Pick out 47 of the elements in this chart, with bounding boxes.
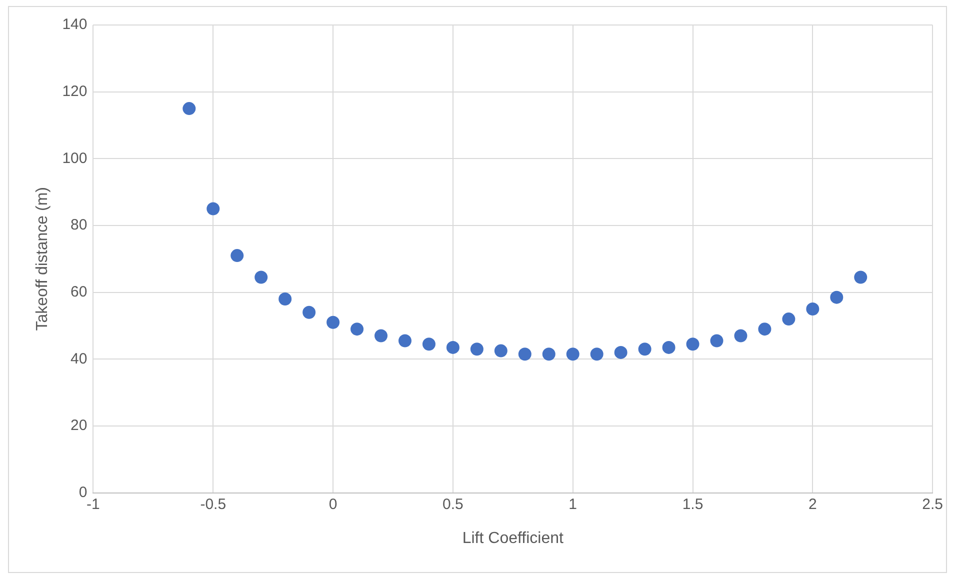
- point: [350, 322, 364, 336]
- point: [254, 270, 268, 284]
- point: [326, 316, 340, 329]
- point: [638, 342, 652, 356]
- point: [446, 340, 460, 354]
- point: [494, 344, 508, 358]
- point: [398, 334, 412, 348]
- y-tick-label: 60: [70, 283, 88, 300]
- point: [758, 322, 772, 336]
- y-tick-label: 20: [70, 417, 88, 434]
- point: [590, 348, 604, 361]
- point: [710, 334, 724, 348]
- point: [830, 290, 844, 304]
- y-tick-label: 80: [70, 216, 88, 234]
- point: [206, 202, 220, 216]
- x-tick-label: 1: [568, 496, 578, 513]
- point: [614, 346, 628, 359]
- point: [686, 338, 700, 351]
- x-tick-label: 0.5: [442, 496, 464, 513]
- point: [854, 270, 868, 284]
- point: [662, 340, 676, 354]
- point: [278, 292, 292, 306]
- point: [182, 102, 196, 116]
- point: [302, 306, 316, 319]
- point: [470, 342, 484, 356]
- x-tick-label: -0.5: [200, 496, 226, 513]
- x-tick-label: 2.5: [922, 496, 944, 513]
- y-tick-label: 100: [62, 150, 88, 167]
- y-tick-label: 140: [62, 16, 88, 34]
- x-tick-label: 1.5: [682, 496, 704, 513]
- point: [542, 348, 556, 361]
- point: [566, 348, 580, 361]
- point: [734, 329, 748, 342]
- y-tick-label: 0: [78, 484, 88, 501]
- point: [782, 312, 796, 326]
- x-tick-label: -1: [86, 496, 100, 513]
- x-tick-label: 0: [328, 496, 338, 513]
- x-tick-label: 2: [808, 496, 817, 513]
- y-tick-label: 120: [62, 82, 88, 100]
- point: [230, 249, 244, 262]
- point: [422, 338, 436, 351]
- y-axis-title: Takeoff distance (m): [34, 187, 52, 331]
- y-tick-label: 40: [70, 350, 88, 368]
- point: [518, 348, 532, 361]
- point: [374, 329, 388, 342]
- point: [806, 302, 820, 316]
- x-axis-title: Lift Coefficient: [462, 530, 564, 547]
